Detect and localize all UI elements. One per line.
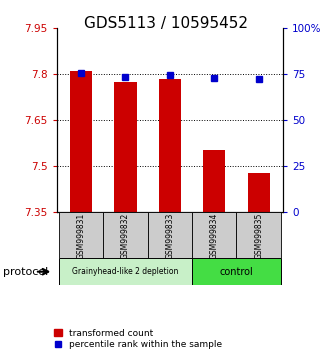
Text: GSM999833: GSM999833	[165, 212, 174, 259]
Text: Grainyhead-like 2 depletion: Grainyhead-like 2 depletion	[72, 267, 178, 276]
Bar	[59, 212, 103, 258]
Bar	[70, 71, 92, 212]
Text: protocol: protocol	[3, 267, 49, 277]
Bar	[159, 79, 181, 212]
Bar	[247, 172, 270, 212]
Bar	[192, 212, 236, 258]
Text: GSM999835: GSM999835	[254, 212, 263, 259]
Bar	[203, 149, 225, 212]
Text: GSM999831: GSM999831	[77, 212, 86, 258]
Bar	[59, 258, 192, 285]
Bar	[103, 212, 148, 258]
Text: GSM999832: GSM999832	[121, 212, 130, 258]
Legend: transformed count, percentile rank within the sample: transformed count, percentile rank withi…	[55, 329, 222, 349]
Text: GSM999834: GSM999834	[210, 212, 219, 259]
Text: GDS5113 / 10595452: GDS5113 / 10595452	[85, 16, 248, 31]
Bar	[114, 82, 137, 212]
Bar	[236, 212, 281, 258]
Bar	[192, 258, 281, 285]
Text: control: control	[219, 267, 253, 277]
Bar	[148, 212, 192, 258]
